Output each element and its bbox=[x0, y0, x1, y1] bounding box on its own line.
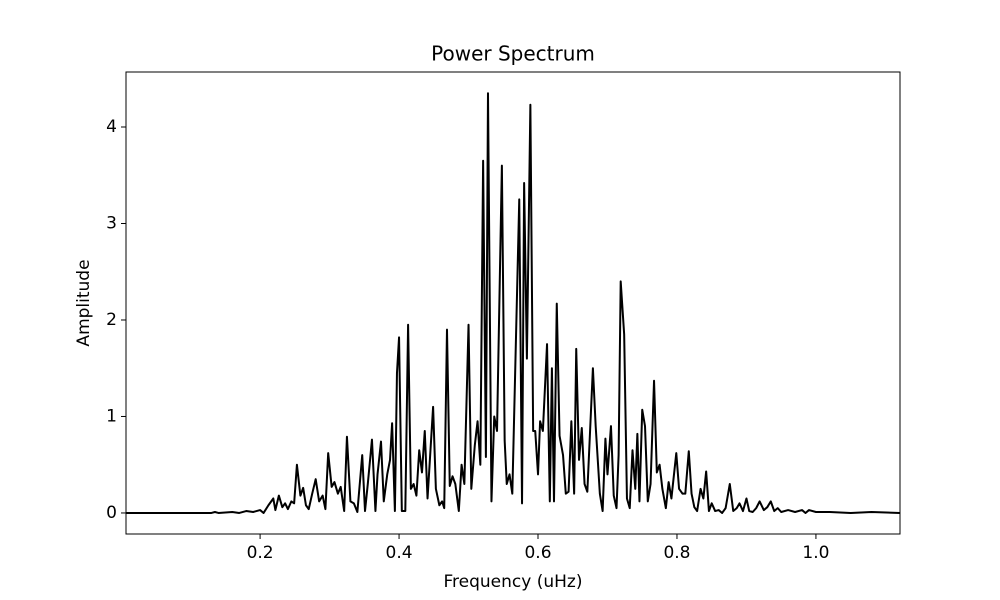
y-tick-label: 3 bbox=[106, 213, 117, 233]
x-axis-label: Frequency (uHz) bbox=[444, 572, 583, 592]
y-axis-label: Amplitude bbox=[74, 259, 94, 346]
x-tick-label: 1.0 bbox=[802, 543, 829, 563]
plot-frame bbox=[125, 71, 901, 535]
x-tick-label: 0.8 bbox=[663, 543, 690, 563]
y-tick-label: 0 bbox=[106, 503, 117, 523]
x-tick-label: 0.4 bbox=[386, 543, 413, 563]
y-tick-label: 4 bbox=[106, 117, 117, 137]
spectrum-line bbox=[126, 92, 901, 514]
x-tick-label: 0.6 bbox=[524, 543, 551, 563]
x-tick-label: 0.2 bbox=[247, 543, 274, 563]
y-tick-label: 2 bbox=[106, 310, 117, 330]
y-tick-label: 1 bbox=[106, 406, 117, 426]
chart-title: Power Spectrum bbox=[431, 42, 595, 66]
